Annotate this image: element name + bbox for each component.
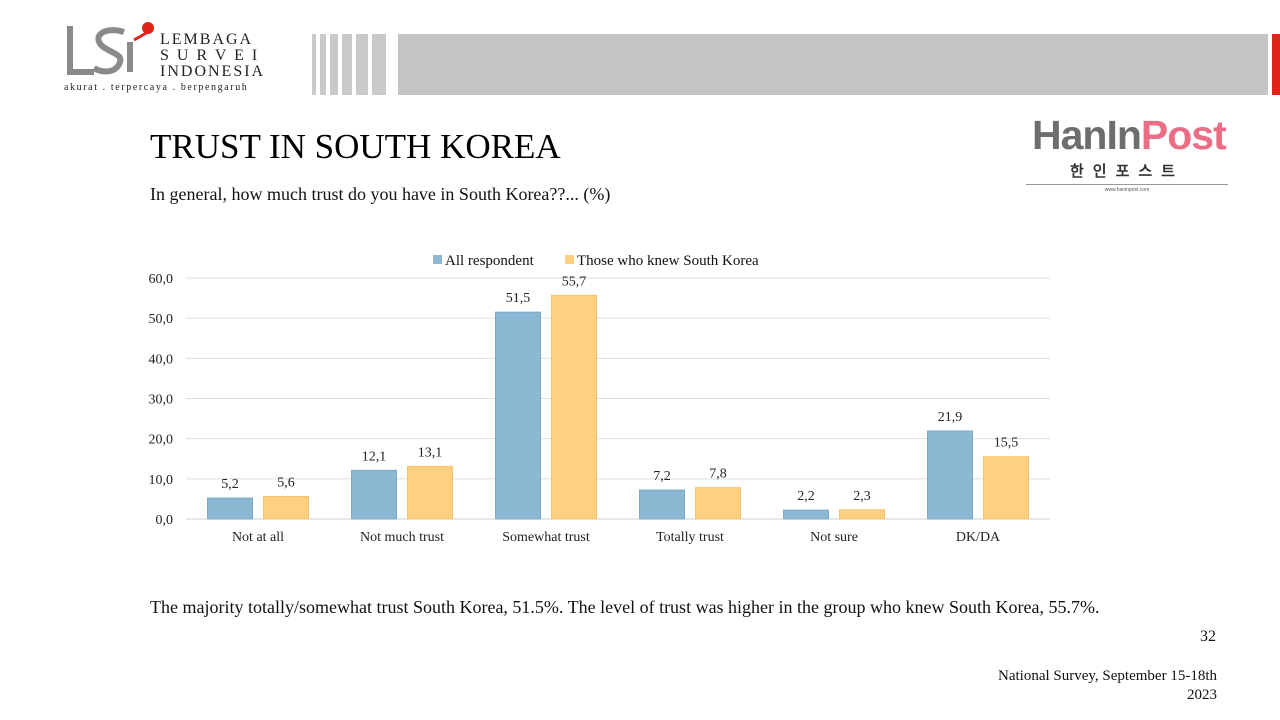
data-label: 2,3 — [853, 489, 871, 504]
lsi-logo: LEMBAGA S U R V E I INDONESIA akurat . t… — [64, 20, 279, 98]
bar-all-respondent — [351, 469, 397, 520]
bar-knew-south-korea — [695, 487, 741, 520]
header-stripe — [372, 34, 386, 95]
legend-label: Those who knew South Korea — [577, 253, 759, 269]
haninpost-word-part1: HanIn — [1032, 112, 1142, 158]
header-band — [0, 0, 1280, 100]
haninpost-wordmark: HanInPost — [1032, 112, 1227, 158]
data-label: 5,2 — [221, 477, 239, 492]
x-tick-label: DK/DA — [956, 530, 1001, 545]
legend-label: All respondent — [445, 253, 535, 269]
header-stripe — [330, 34, 338, 95]
bar-all-respondent — [783, 509, 829, 520]
haninpost-korean: 한인포스트 — [1069, 162, 1184, 180]
y-tick-label: 60,0 — [149, 272, 174, 287]
data-label: 2,2 — [797, 489, 815, 504]
y-tick-label: 40,0 — [149, 352, 174, 367]
data-label: 21,9 — [938, 410, 963, 425]
logo-text-line-1: LEMBAGA — [160, 31, 254, 48]
bar-all-respondent — [639, 489, 685, 520]
header-stripe — [320, 34, 326, 95]
x-tick-label: Not at all — [232, 530, 284, 545]
lsi-logo-mark-icon — [67, 22, 154, 75]
data-label: 12,1 — [362, 449, 387, 464]
data-label: 5,6 — [277, 476, 295, 491]
data-label: 15,5 — [994, 436, 1019, 451]
page-subtitle: In general, how much trust do you have i… — [150, 184, 611, 204]
data-label: 13,1 — [418, 445, 443, 460]
logo-tagline: akurat . terpercaya . berpengaruh — [64, 82, 249, 93]
bar-knew-south-korea — [407, 465, 453, 520]
header-stripe — [312, 34, 316, 95]
legend-swatch — [433, 255, 442, 264]
header-gray-bar — [398, 34, 1268, 95]
x-tick-label: Somewhat trust — [502, 530, 590, 545]
y-tick-label: 30,0 — [149, 393, 174, 408]
bar-all-respondent — [207, 497, 253, 520]
data-label: 7,2 — [653, 469, 671, 484]
footer-line-2: 2023 — [1187, 687, 1217, 703]
bar-all-respondent — [927, 430, 973, 520]
x-tick-label: Not much trust — [360, 530, 444, 545]
bar-knew-south-korea — [839, 509, 885, 520]
page-number: 32 — [1200, 628, 1216, 645]
footer-note: National Survey, September 15-18th 2023 — [960, 667, 1217, 705]
y-tick-label: 0,0 — [156, 513, 174, 528]
legend-swatch — [565, 255, 574, 264]
data-label: 7,8 — [709, 467, 727, 482]
data-label: 55,7 — [562, 274, 587, 289]
page-title: TRUST IN SOUTH KOREA — [150, 127, 561, 166]
trust-bar-chart: 0,0 10,0 20,0 30,0 40,0 50,0 60,0 5,2 5,6 Not at … — [149, 253, 1050, 545]
header-stripe — [356, 34, 368, 95]
haninpost-url: www.haninpost.com — [1104, 187, 1150, 193]
y-tick-label: 50,0 — [149, 312, 174, 327]
y-tick-label: 10,0 — [149, 473, 174, 488]
haninpost-word-part2: Post — [1140, 112, 1227, 158]
bar-knew-south-korea — [983, 456, 1029, 520]
conclusion-text: The majority totally/somewhat trust Sout… — [150, 597, 1100, 617]
x-tick-label: Not sure — [810, 530, 858, 545]
logo-text-line-3: INDONESIA — [160, 63, 266, 80]
bar-all-respondent — [495, 311, 541, 520]
haninpost-divider — [1026, 184, 1228, 185]
x-tick-label: Totally trust — [656, 530, 724, 545]
y-tick-label: 20,0 — [149, 433, 174, 448]
footer-line-1: National Survey, September 15-18th — [998, 668, 1217, 684]
bar-knew-south-korea — [263, 496, 309, 520]
haninpost-logo: HanInPost 한인포스트 www.haninpost.com — [1026, 112, 1228, 196]
header-red-accent — [1272, 34, 1280, 95]
header-stripe — [342, 34, 352, 95]
data-label: 51,5 — [506, 291, 531, 306]
bar-knew-south-korea — [551, 294, 597, 520]
logo-text-line-2: S U R V E I — [160, 47, 260, 64]
